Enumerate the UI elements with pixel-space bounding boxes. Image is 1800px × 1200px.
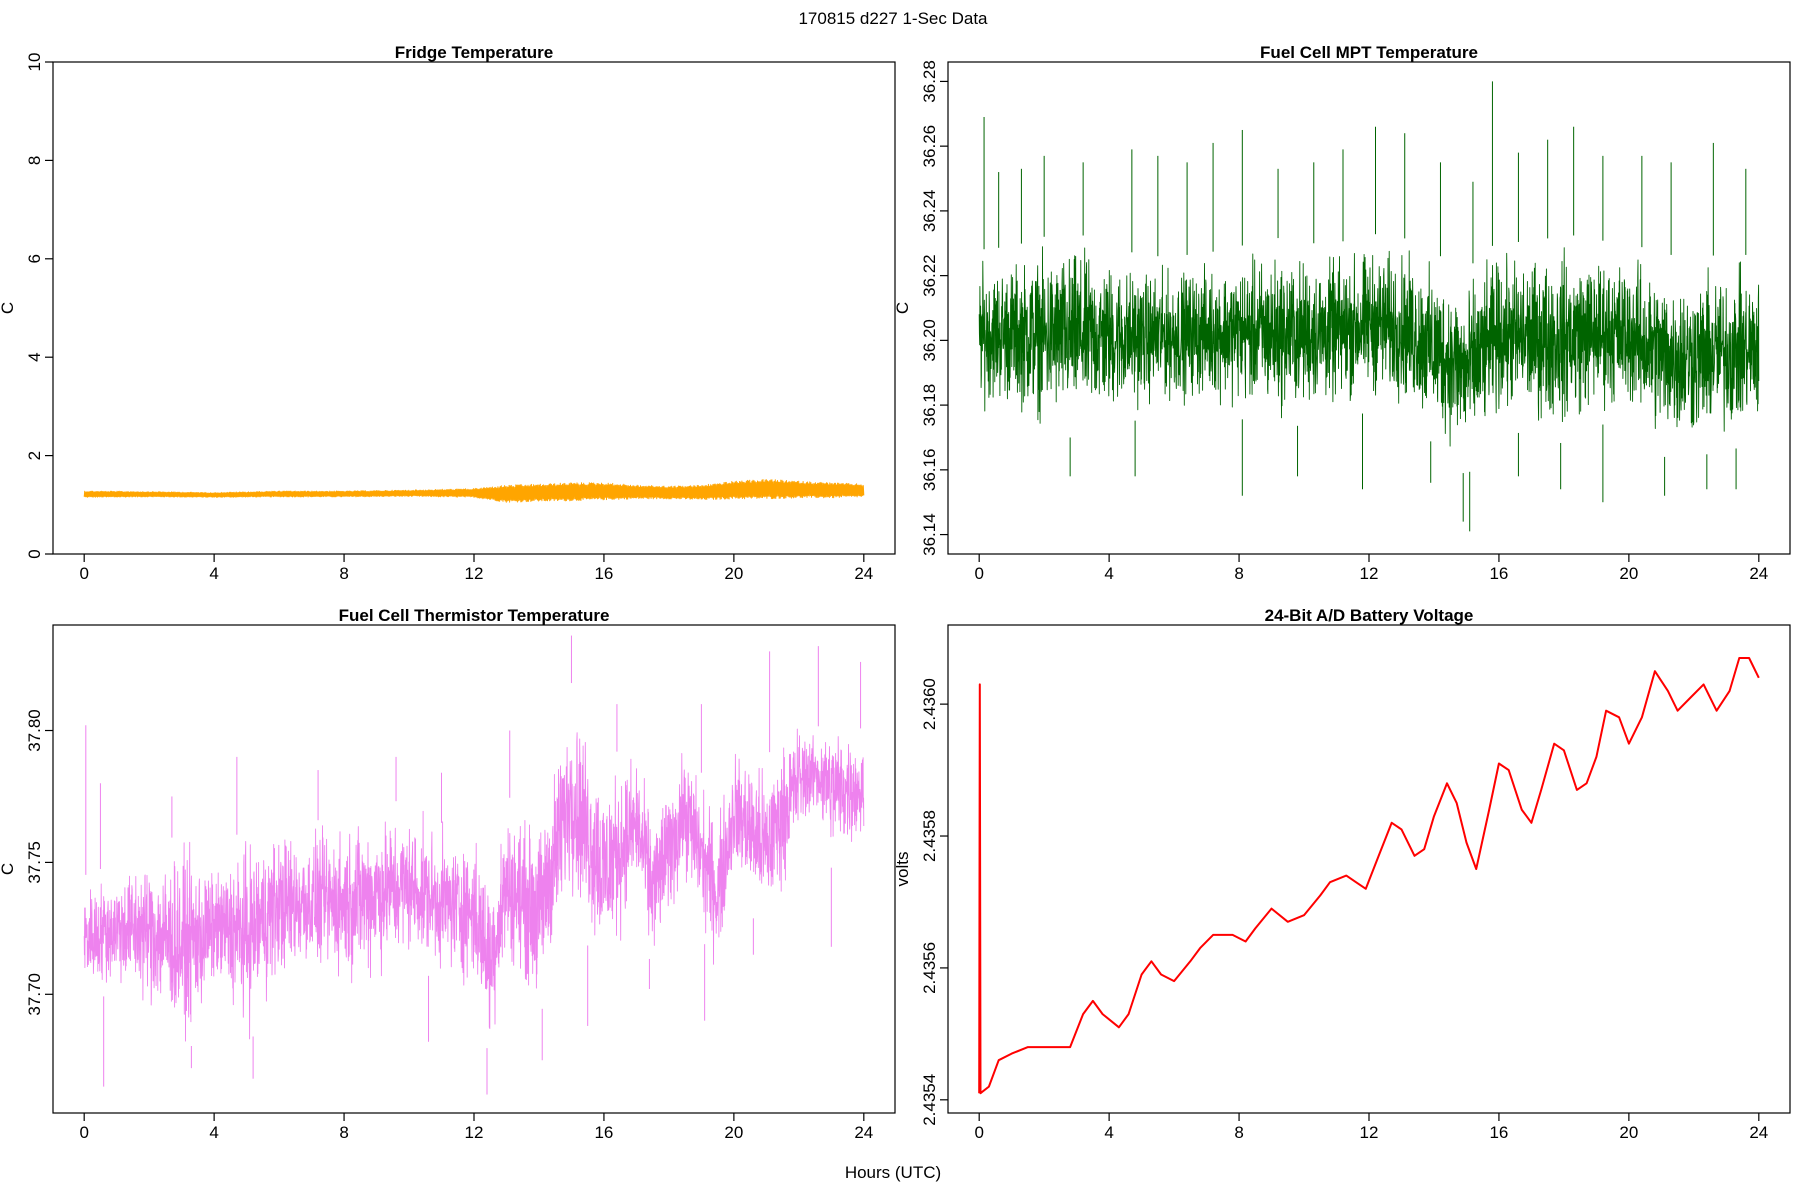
x-tick-label: 4 xyxy=(209,564,218,583)
y-tick-label: 8 xyxy=(25,156,44,165)
y-tick-label: 36.20 xyxy=(920,319,939,362)
x-tick-label: 20 xyxy=(1619,1123,1638,1142)
x-tick-label: 20 xyxy=(1619,564,1638,583)
shared-x-axis-label: Hours (UTC) xyxy=(845,1163,941,1182)
y-tick-label: 36.24 xyxy=(920,190,939,233)
chart-battery: 24-Bit A/D Battery Voltage 0 4 8 12 16 20 24 2.4… xyxy=(893,606,1791,1142)
x-tick-label: 24 xyxy=(854,564,873,583)
chart-title: Fridge Temperature xyxy=(395,43,553,62)
y-tick-label: 36.28 xyxy=(920,60,939,103)
x-tick-label: 0 xyxy=(79,1123,88,1142)
y-tick-label: 36.22 xyxy=(920,254,939,297)
x-tick-label: 4 xyxy=(1104,1123,1113,1142)
y-tick-label: 36.26 xyxy=(920,125,939,168)
x-tick-label: 12 xyxy=(465,1123,484,1142)
x-tick-label: 4 xyxy=(209,1123,218,1142)
chart-title: Fuel Cell MPT Temperature xyxy=(1260,43,1478,62)
x-tick-label: 8 xyxy=(1234,564,1243,583)
x-tick-label: 0 xyxy=(974,564,983,583)
x-tick-label: 12 xyxy=(1360,564,1379,583)
x-tick-label: 20 xyxy=(724,564,743,583)
plot-frame xyxy=(947,624,1791,1114)
y-tick-label: 36.14 xyxy=(920,513,939,556)
chart-panels: Fridge Temperature048121620240246810CFue… xyxy=(0,43,1791,1142)
x-tick-label: 0 xyxy=(79,564,88,583)
x-tick-label: 16 xyxy=(594,1123,613,1142)
y-tick-label: 10 xyxy=(25,53,44,72)
series-line-mpt xyxy=(978,246,1760,447)
figure-title: 170815 d227 1-Sec Data xyxy=(798,9,988,28)
chart-title: 24-Bit A/D Battery Voltage xyxy=(1265,606,1474,625)
x-tick-label: 16 xyxy=(1489,1123,1508,1142)
y-tick-label: 2.4356 xyxy=(920,942,939,994)
chart-fridge: Fridge Temperature048121620240246810C xyxy=(0,43,896,583)
chart-thermistor: Fuel Cell Thermistor Temperature 0 4 8 12 16 2… xyxy=(0,606,896,1142)
x-tick-label: 20 xyxy=(724,1123,743,1142)
y-tick-label: 37.70 xyxy=(25,973,44,1016)
series-line-thermistor xyxy=(83,728,865,1042)
x-tick-label: 16 xyxy=(1489,564,1508,583)
x-tick-label: 12 xyxy=(465,564,484,583)
y-axis-label: C xyxy=(0,302,17,314)
y-tick-label: 37.80 xyxy=(25,709,44,752)
x-tick-label: 0 xyxy=(974,1123,983,1142)
y-axis-label: C xyxy=(0,863,17,875)
x-tick-label: 24 xyxy=(1749,564,1768,583)
y-tick-label: 36.18 xyxy=(920,384,939,427)
series-line-battery xyxy=(978,657,1760,1095)
y-axis-label: volts xyxy=(893,852,912,887)
y-tick-label: 2.4360 xyxy=(920,678,939,730)
x-tick-label: 4 xyxy=(1104,564,1113,583)
y-tick-label: 2.4354 xyxy=(920,1074,939,1126)
y-tick-label: 0 xyxy=(25,549,44,558)
x-tick-label: 24 xyxy=(854,1123,873,1142)
y-tick-label: 6 xyxy=(25,254,44,263)
chart-title: Fuel Cell Thermistor Temperature xyxy=(339,606,610,625)
plot-frame xyxy=(52,61,896,555)
y-tick-label: 4 xyxy=(25,352,44,361)
x-tick-label: 8 xyxy=(1234,1123,1243,1142)
y-axis-label: C xyxy=(893,302,912,314)
x-tick-label: 8 xyxy=(339,564,348,583)
y-tick-label: 37.75 xyxy=(25,841,44,884)
y-tick-label: 2 xyxy=(25,451,44,460)
x-tick-label: 16 xyxy=(594,564,613,583)
x-tick-label: 8 xyxy=(339,1123,348,1142)
y-tick-label: 36.16 xyxy=(920,449,939,492)
x-tick-label: 12 xyxy=(1360,1123,1379,1142)
y-tick-label: 2.4358 xyxy=(920,810,939,862)
series-line-fridge xyxy=(83,479,865,503)
x-tick-label: 24 xyxy=(1749,1123,1768,1142)
chart-mpt: Fuel Cell MPT Temperature 0 4 8 12 16 20 24 36.1… xyxy=(893,43,1791,583)
